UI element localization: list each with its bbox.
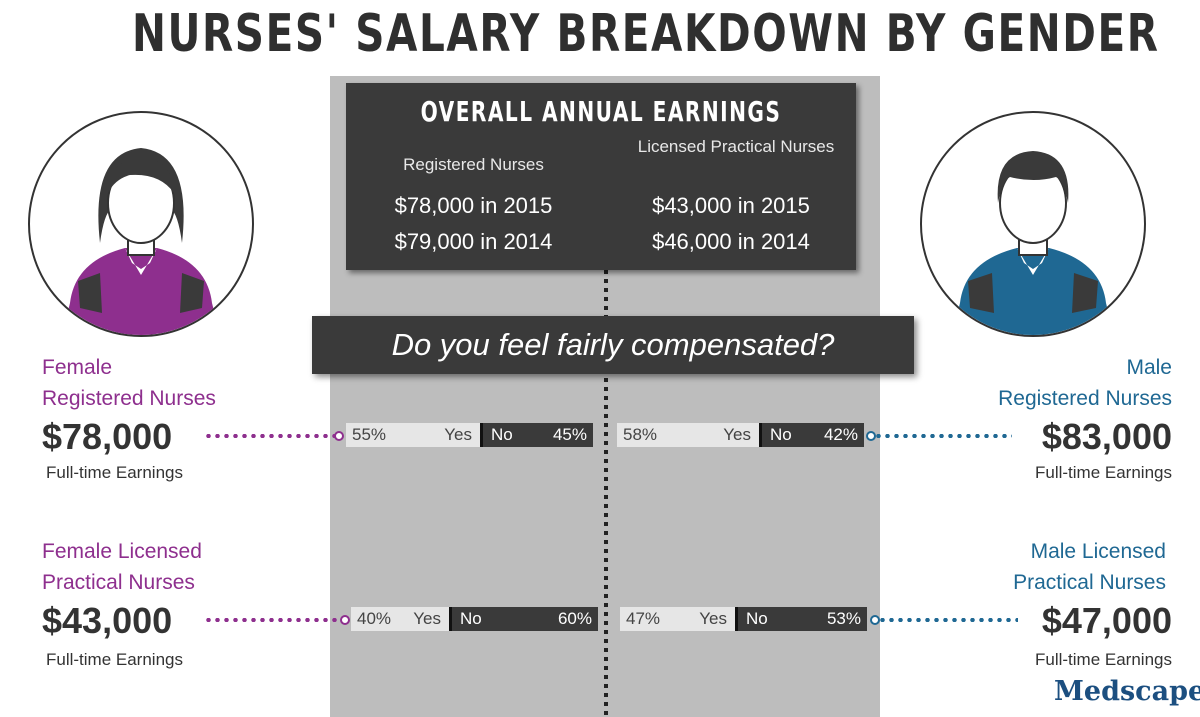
bar-yes-percent: 40% xyxy=(357,609,392,628)
question-banner: Do you feel fairly compensated? xyxy=(312,316,914,374)
male-nurse-icon xyxy=(920,111,1146,337)
bar-no-segment: No 45% xyxy=(480,423,593,447)
bar-no-percent: 42% xyxy=(823,425,858,444)
bar-female-lpn: 40% Yes No 60% xyxy=(351,607,598,631)
male-lpn-label-line2: Practical Nurses xyxy=(1013,571,1166,594)
overall-earnings-box: OVERALL ANNUAL EARNINGS Registered Nurse… xyxy=(346,83,856,270)
female-lpn-salary: $43,000 xyxy=(42,600,173,641)
page-title: NURSES' SALARY BREAKDOWN BY GENDER xyxy=(132,4,1160,64)
bar-no-label: No xyxy=(746,609,768,628)
bar-yes-segment: 40% Yes xyxy=(351,607,449,631)
female-rn-label-line1: Female xyxy=(42,356,113,379)
male-rn-sublabel: Full-time Earnings xyxy=(1035,463,1172,482)
bar-yes-label: Yes xyxy=(699,609,727,628)
bar-no-label: No xyxy=(460,609,482,628)
male-rn-label-line2: Registered Nurses xyxy=(998,387,1172,410)
female-lpn-label-line2: Practical Nurses xyxy=(42,571,195,594)
female-rn-salary: $78,000 xyxy=(42,416,173,457)
bar-yes-percent: 55% xyxy=(352,425,387,444)
lpn-value-2015: $43,000 in 2015 xyxy=(652,193,810,218)
male-rn-connector xyxy=(874,434,1012,438)
bar-no-label: No xyxy=(770,425,792,444)
bar-yes-segment: 47% Yes xyxy=(620,607,735,631)
female-lpn-label-line1: Female Licensed xyxy=(42,540,202,563)
lpn-column-header: Licensed Practical Nurses xyxy=(637,137,835,156)
male-rn-label-line1: Male xyxy=(1126,356,1172,379)
bar-yes-segment: 55% Yes xyxy=(346,423,480,447)
rn-column-header: Registered Nurses xyxy=(403,155,544,174)
male-rn-connector-end xyxy=(866,431,876,441)
male-rn-salary: $83,000 xyxy=(1041,416,1172,457)
bar-yes-segment: 58% Yes xyxy=(617,423,759,447)
female-lpn-connector-end xyxy=(340,615,350,625)
bar-yes-label: Yes xyxy=(444,425,472,444)
bar-no-percent: 60% xyxy=(557,609,592,628)
female-lpn-sublabel: Full-time Earnings xyxy=(46,650,183,669)
female-lpn-connector xyxy=(204,618,344,622)
female-rn-label-line2: Registered Nurses xyxy=(42,387,216,410)
male-lpn-sublabel: Full-time Earnings xyxy=(1035,650,1172,669)
male-lpn-connector xyxy=(878,618,1018,622)
lpn-value-2014: $46,000 in 2014 xyxy=(652,229,810,254)
bar-no-percent: 45% xyxy=(552,425,587,444)
female-rn-sublabel: Full-time Earnings xyxy=(46,463,183,482)
bar-male-rn: 58% Yes No 42% xyxy=(617,423,864,447)
overall-earnings-title: OVERALL ANNUAL EARNINGS xyxy=(420,95,782,128)
bar-no-segment: No 60% xyxy=(449,607,598,631)
center-divider xyxy=(604,270,608,717)
bar-yes-label: Yes xyxy=(413,609,441,628)
female-rn-connector xyxy=(204,434,338,438)
bar-yes-label: Yes xyxy=(723,425,751,444)
bar-no-percent: 53% xyxy=(826,609,861,628)
bar-no-segment: No 53% xyxy=(735,607,867,631)
bar-female-rn: 55% Yes No 45% xyxy=(346,423,593,447)
rn-value-2015: $78,000 in 2015 xyxy=(394,193,553,218)
bar-male-lpn: 47% Yes No 53% xyxy=(620,607,867,631)
male-lpn-salary: $47,000 xyxy=(1041,600,1172,641)
medscape-logo: Medscape xyxy=(1054,676,1200,707)
male-lpn-label-line1: Male Licensed xyxy=(1030,540,1166,563)
bar-no-segment: No 42% xyxy=(759,423,864,447)
rn-value-2014: $79,000 in 2014 xyxy=(394,229,553,254)
female-rn-connector-end xyxy=(334,431,344,441)
male-lpn-connector-end xyxy=(870,615,880,625)
bar-yes-percent: 58% xyxy=(623,425,658,444)
female-nurse-icon xyxy=(28,111,254,337)
bar-yes-percent: 47% xyxy=(626,609,661,628)
bar-no-label: No xyxy=(491,425,513,444)
